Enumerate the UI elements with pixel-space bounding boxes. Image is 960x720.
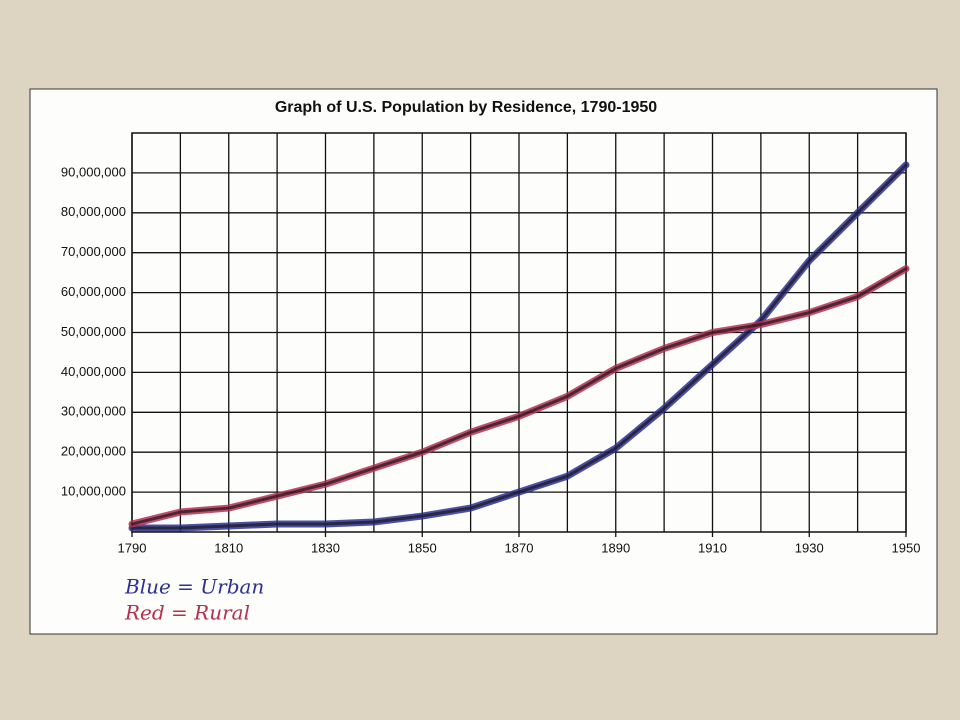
x-tick-label: 1930 — [795, 540, 824, 555]
line-series-ink — [130, 163, 908, 530]
y-tick-label: 70,000,000 — [61, 244, 126, 259]
y-tick-label: 30,000,000 — [61, 404, 126, 419]
paper — [29, 88, 938, 635]
line-series-ink — [130, 267, 908, 526]
y-tick-label: 90,000,000 — [61, 164, 126, 179]
y-tick-label: 40,000,000 — [61, 364, 126, 379]
x-tick-label: 1790 — [118, 540, 147, 555]
legend-entry: Red = Rural — [124, 601, 250, 625]
x-tick-label: 1810 — [214, 540, 243, 555]
x-tick-label: 1910 — [698, 540, 727, 555]
chart-title: Graph of U.S. Population by Residence, 1… — [275, 99, 657, 116]
y-tick-label: 10,000,000 — [61, 484, 126, 499]
y-tick-label: 50,000,000 — [61, 324, 126, 339]
y-tick-label: 60,000,000 — [61, 284, 126, 299]
x-tick-label: 1830 — [311, 540, 340, 555]
y-tick-label: 80,000,000 — [61, 204, 126, 219]
legend-entry: Blue = Urban — [124, 575, 264, 599]
x-tick-label: 1850 — [408, 540, 437, 555]
y-tick-label: 20,000,000 — [61, 444, 126, 459]
x-tick-label: 1890 — [601, 540, 630, 555]
x-tick-label: 1870 — [505, 540, 534, 555]
x-tick-label: 1950 — [892, 540, 921, 555]
